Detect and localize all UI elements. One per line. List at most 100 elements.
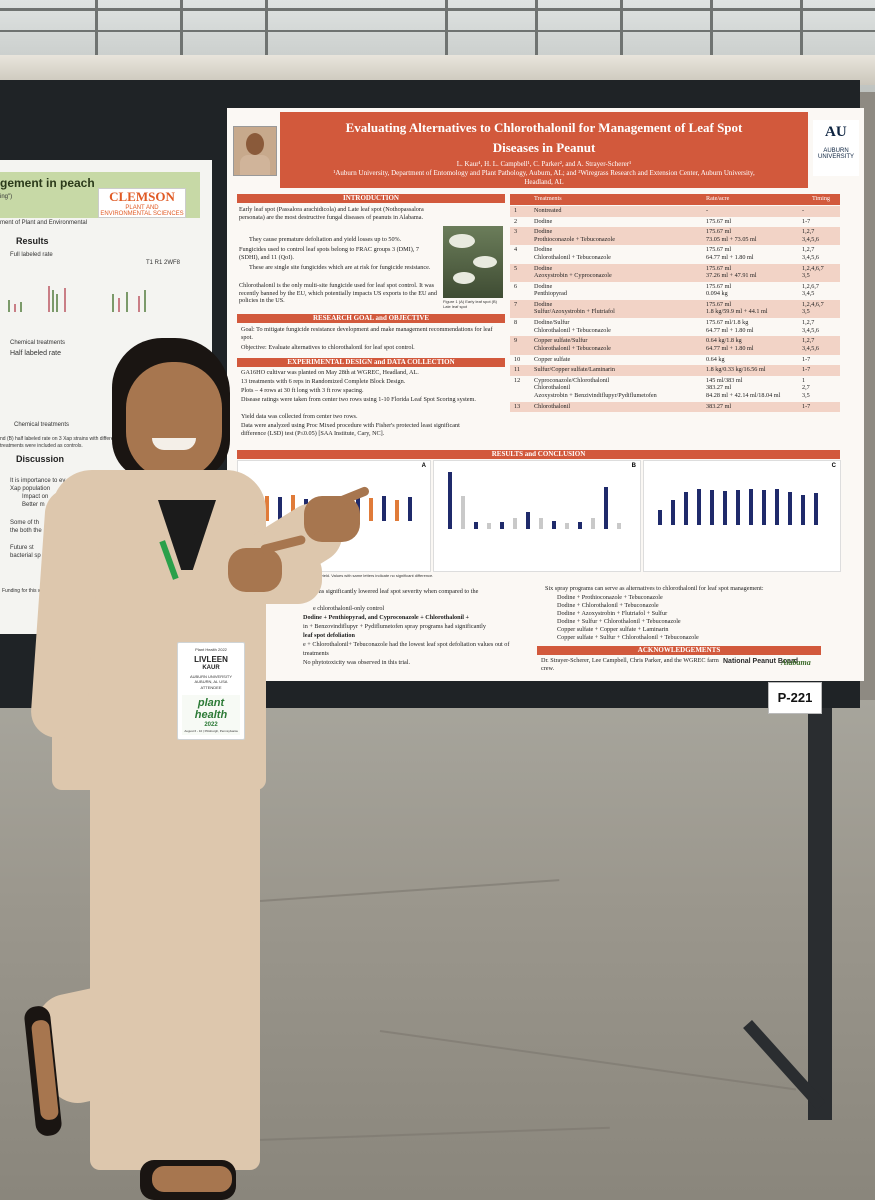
left-poster-note-1: nd (B) half labeled rate on 3 Xap strain… (0, 436, 118, 442)
table-cell: 175.67 ml 37.26 ml + 47.91 ml (706, 264, 757, 279)
board-number: P-221 (768, 682, 822, 714)
table-cell: 175.67 ml 64.77 ml + 1.80 ml (706, 246, 754, 261)
chart-yield: C (643, 460, 841, 572)
conclusion-item: Dodine + Chlorothalonil + Tebuconazole (557, 602, 659, 609)
table-cell: Copper sulfate/Sulfur Chlorothalonil + T… (534, 337, 611, 352)
table-row: 2 Dodine 175.67 ml 1-7 (510, 216, 840, 228)
chart-bar (671, 500, 675, 525)
table-row: 4 Dodine Chlorothalonil + Tebuconazole 175… (510, 245, 840, 264)
chart-bar (526, 512, 530, 529)
left-poster-title: gement in peach (0, 176, 95, 190)
left-poster-subtitle: ing") (0, 194, 13, 200)
left-poster-bullet-1b: Xap population (10, 486, 51, 492)
table-cell: 1-7 (802, 402, 811, 410)
table-cell: Dodine Chlorothalonil + Tebuconazole (534, 246, 611, 261)
goal-text: Goal: To mitigate fungicide resistance d… (241, 326, 493, 341)
conclusion-item: Dodine + Sulfur + Chlorothalonil + Tebuc… (557, 618, 681, 625)
conclusion-item: Dodine + Prothioconazole + Tebuconazole (557, 594, 663, 601)
chart-bar (474, 521, 478, 529)
table-cell: 145 ml/383 ml 383.27 ml 84.28 ml + 42.14… (706, 376, 781, 399)
chart-bar (500, 521, 504, 529)
table-cell: 1,2,7 3,4,5,6 (802, 228, 820, 243)
goal-heading: RESEARCH GOAL and OBJECTIVE (237, 314, 505, 323)
design-item: Plots – 4 rows at 30 ft long with 3 ft r… (241, 387, 364, 394)
table-row: 12 Cyproconazole/Chlorothalonil Chlorotha… (510, 375, 840, 402)
figure-caption: Figure 2 (A) disease severity (B) AUDPC … (233, 573, 434, 578)
chart-bar (658, 510, 662, 525)
table-cell: 0.64 kg/1.8 kg 64.77 ml + 1.80 ml (706, 337, 754, 352)
chart-c-bars (658, 475, 836, 525)
chart-bar (369, 498, 373, 521)
auburn-logo: AU AUBURN UNIVERSITY (813, 120, 859, 176)
left-poster-results-heading: Results (16, 236, 49, 246)
table-cell: Dodine Penthiopyrad (534, 282, 567, 298)
results-line: treatments (303, 650, 329, 657)
chart-bar (762, 490, 766, 525)
design-item: Yield data was collected from center two… (241, 413, 358, 420)
table-cell: Nontreated (534, 207, 562, 214)
table-cell: 1,2,7 3,4,5,6 (802, 337, 820, 352)
intro-bullet-3: Chlorothalonil is the only multi-site fu… (239, 282, 437, 305)
chemical-treatments-label-2: Chemical treatments (14, 422, 70, 428)
objective-text: Objective: Evaluate alternatives to chlo… (241, 344, 415, 351)
chart-bar (710, 490, 714, 525)
poster-title-box: Evaluating Alternatives to Chlorothaloni… (280, 112, 808, 188)
chart-bar (408, 497, 412, 521)
results-line: in + Benzovindiflupyr + Pydiflumetofen s… (303, 623, 486, 630)
table-header: Treatments Rate/acre Timing (510, 194, 840, 205)
table-cell: 9 (514, 337, 518, 345)
ack-heading: ACKNOWLEDGEMENTS (537, 646, 821, 655)
table-cell: Dodine Sulfur/Azoxystrobin + Flutriafol (534, 301, 615, 316)
table-cell: 1,2,6,7 3,4,5 (802, 282, 820, 298)
ack-text: Dr. Strayer-Scherer, Lee Campbell, Chris… (541, 657, 719, 672)
chart-bar (723, 491, 727, 525)
chart-bar (604, 487, 608, 529)
left-poster-dept: ment of Plant and Environmental (0, 220, 88, 226)
chart-bar (814, 493, 818, 525)
chart-bar (775, 489, 779, 525)
table-row: 3 Dodine Prothioconazole + Tebuconazole 17… (510, 227, 840, 246)
table-cell: Dodine (534, 217, 553, 225)
table-cell: 3 (514, 228, 518, 236)
table-cell: - (706, 207, 709, 214)
conclusion-item: Copper sulfate + Sulfur + Chlorothalonil… (557, 634, 699, 641)
table-cell: 175.67 ml 73.05 ml + 73.05 ml (706, 228, 757, 243)
half-labeled-rate-label: Half labeled rate (10, 350, 61, 357)
intro-heading: INTRODUCTION (237, 194, 505, 203)
left-poster-bullet-1c: Impact on (22, 494, 49, 500)
chart-bar (578, 521, 582, 529)
table-cell: 175.67 ml 1.8 kg/59.9 ml + 44.1 ml (706, 301, 768, 316)
table-cell: 8 (514, 319, 518, 327)
left-poster-bullet-3b: bacterial sp (10, 553, 41, 559)
intro-bullet-2a: These are single site fungicides which a… (249, 264, 431, 271)
design-item: Disease ratings were taken from center t… (241, 396, 476, 403)
chart-bar (617, 523, 621, 529)
table-cell: Dodine Azoxystrobin + Cyproconazole (534, 264, 612, 279)
table-row: 10 Copper sulfate 0.64 kg 1-7 (510, 354, 840, 366)
chart-bar (291, 495, 295, 521)
table-cell: Dodine Prothioconazole + Tebuconazole (534, 228, 615, 243)
main-poster: Evaluating Alternatives to Chlorothaloni… (227, 108, 864, 681)
chart-bar (801, 495, 805, 525)
leaf-spot-photo-caption: Figure 1 (A) Early leaf spot (B) Late le… (443, 299, 498, 309)
design-item: GA16HO cultivar was planted on May 28th … (241, 369, 419, 376)
table-row: 6 Dodine Penthiopyrad 175.67 ml 0.094 kg 1,… (510, 281, 840, 300)
chart-bar (487, 523, 491, 529)
table-cell: 175.67 ml 0.094 kg (706, 282, 732, 298)
chart-bar (749, 489, 753, 525)
results-line: leaf spot defoliation (303, 632, 355, 639)
plant-health-logo: plant health 2022 August 6 - 10 | Pittsb… (182, 695, 240, 735)
chart-bar (591, 518, 595, 529)
full-labeled-rate-label: Full labeled rate (10, 252, 53, 258)
national-peanut-board-logo: National Peanut Board (723, 658, 799, 665)
table-cell: 1-7 (802, 355, 811, 363)
table-cell: 1 2,7 3,5 (802, 376, 810, 399)
table-cell: 4 (514, 246, 518, 254)
chart-bar (684, 492, 688, 525)
clemson-logo: CLEMSON PLANT AND ENVIRONMENTAL SCIENCES (98, 188, 186, 218)
table-row: 8 Dodine/Sulfur Chlorothalonil + Tebucona… (510, 318, 840, 337)
table-row: 11 Sulfur/Copper sulfate/Laminarin 1.8 kg/… (510, 365, 840, 376)
table-row: 1 Nontreated - - (510, 206, 840, 217)
left-poster-legend: T1 R1 2WF8 (146, 260, 181, 266)
